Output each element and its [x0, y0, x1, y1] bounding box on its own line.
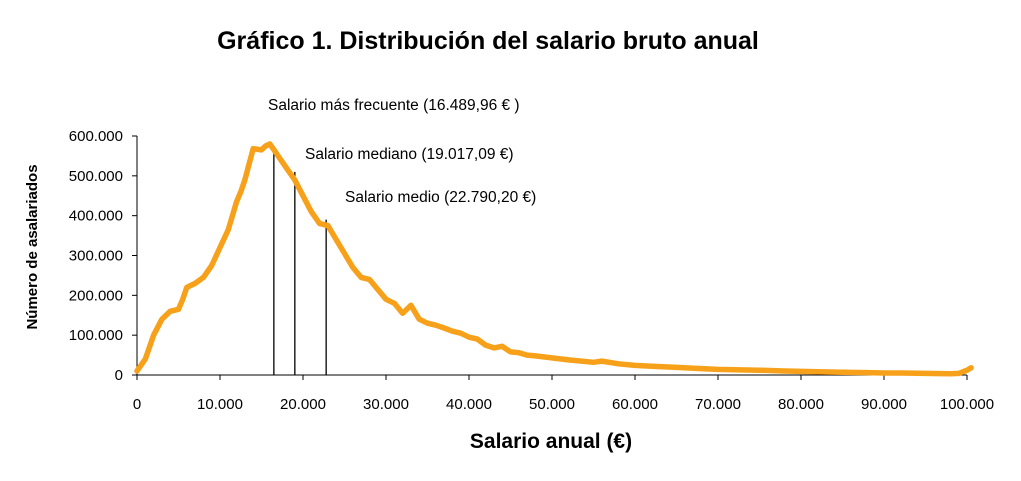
reference-line-label: Salario medio (22.790,20 €)	[345, 189, 536, 206]
x-tick-label: 90.000	[861, 396, 907, 413]
chart-title: Gráfico 1. Distribución del salario brut…	[217, 27, 759, 55]
x-tick-label: 40.000	[446, 396, 492, 413]
y-tick-label: 300.000	[69, 248, 123, 265]
y-tick-label: 500.000	[69, 168, 123, 185]
y-axis-label: Número de asalariados	[24, 164, 41, 329]
x-tick-label: 80.000	[778, 396, 824, 413]
x-tick-label: 70.000	[695, 396, 741, 413]
y-tick-label: 100.000	[69, 327, 123, 344]
reference-line-label: Salario más frecuente (16.489,96 € )	[268, 97, 520, 114]
y-tick-label: 400.000	[69, 208, 123, 225]
y-tick-label: 0	[115, 367, 123, 384]
x-tick-label: 30.000	[363, 396, 409, 413]
y-tick-label: 600.000	[69, 128, 123, 145]
x-tick-label: 0	[133, 396, 141, 413]
x-tick-label: 50.000	[529, 396, 575, 413]
reference-lines	[273, 145, 327, 375]
annotations: Salario más frecuente (16.489,96 € ) Sala…	[268, 97, 536, 206]
series-line	[134, 141, 974, 377]
x-tick-label: 100.000	[940, 396, 994, 413]
axes: 0 10.000 20.000 30.000 40.000 50.000 60.000 70.…	[69, 128, 994, 413]
reference-line-label: Salario mediano (19.017,09 €)	[305, 146, 514, 163]
x-tick-label: 20.000	[280, 396, 326, 413]
y-tick-label: 200.000	[69, 287, 123, 304]
series-layer	[134, 141, 974, 377]
x-axis-label: Salario anual (€)	[470, 430, 632, 453]
x-tick-label: 10.000	[197, 396, 243, 413]
x-tick-label: 60.000	[612, 396, 658, 413]
